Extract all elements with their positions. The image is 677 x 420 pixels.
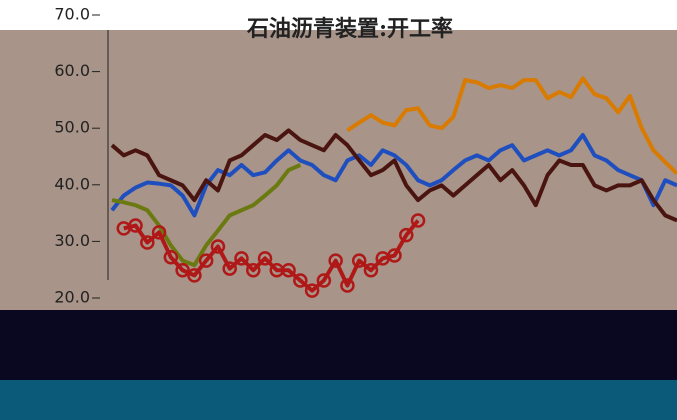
y-tick-label: 40.0 [54,174,90,193]
point [128,218,143,233]
series-line [346,76,677,175]
point [340,278,355,293]
chart-title: 石油沥青装置:开工率 [246,16,453,42]
point [281,263,296,278]
y-tick-label: 70.0 [54,5,90,24]
point [316,273,332,288]
point [410,213,426,228]
point [304,283,320,298]
footer-band [0,380,677,420]
point [293,273,308,288]
point [151,225,167,240]
point [163,249,179,265]
point [387,248,402,263]
series-line [123,219,420,293]
point [328,253,343,268]
point [210,239,226,254]
point [363,263,379,278]
y-tick-label: 50.0 [54,118,90,137]
series-line [111,163,302,268]
point [140,235,155,250]
point [234,251,249,266]
point [351,253,367,268]
point [399,227,414,243]
point [246,263,261,278]
series-line [110,132,677,218]
y-tick-label: 20.0 [54,288,90,307]
point [187,268,202,283]
series-line [110,128,677,223]
y-tick-label: 60.0 [54,61,90,80]
point [257,251,273,266]
y-tick-label: 30.0 [54,231,90,250]
point [175,263,190,278]
point [222,261,237,276]
point [198,253,214,268]
